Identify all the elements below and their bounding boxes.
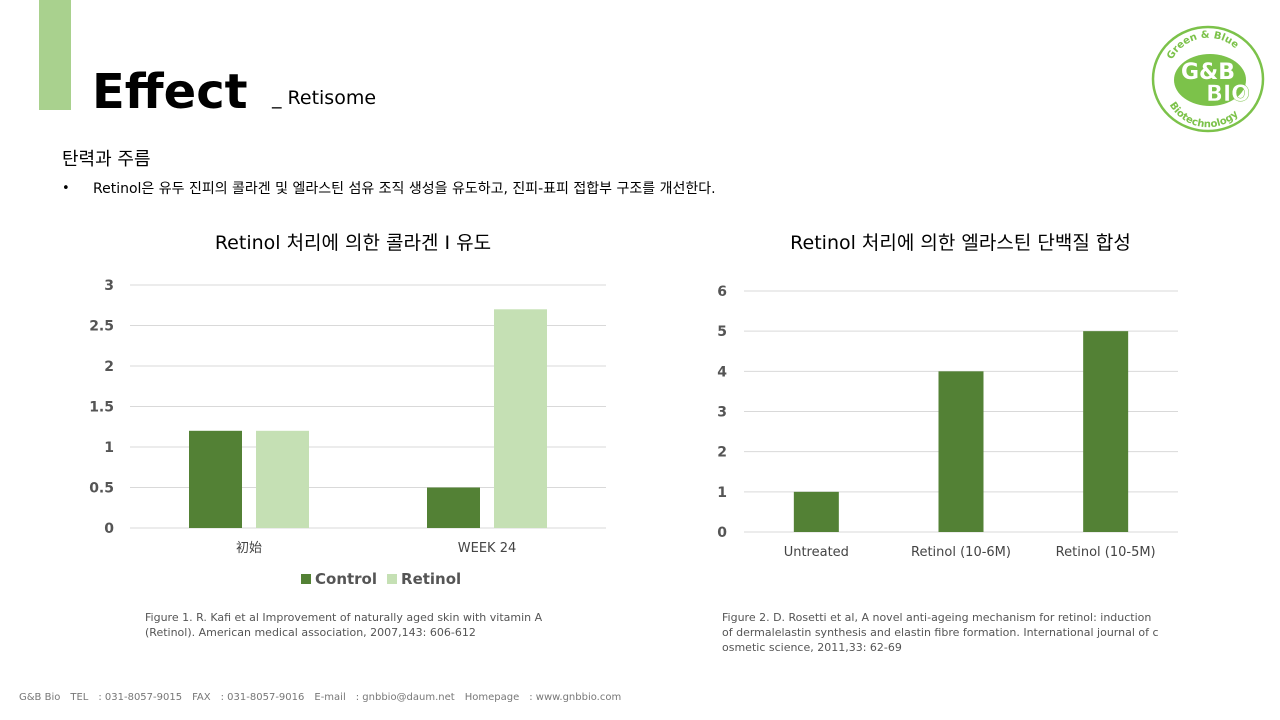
chart1-title: Retinol 처리에 의한 콜라겐 Ⅰ 유도 <box>214 232 492 254</box>
footer-fax: : 031-8057-9016 <box>220 692 305 703</box>
chart1-caption: Figure 1. R. Kafi et al Improvement of n… <box>145 610 542 640</box>
footer-email[interactable]: : gnbbio@daum.net <box>355 692 455 703</box>
accent-bar <box>39 0 71 110</box>
bullet-text: Retinol은 유두 진피의 콜라겐 및 엘라스틴 섬유 조직 생성을 유도하… <box>93 181 716 197</box>
chart1-y-tick-label: 0 <box>104 521 114 537</box>
footer-homepage-label: Homepage <box>464 692 520 703</box>
chart1-y-tick-label: 0.5 <box>89 481 114 497</box>
footer-company: G&B Bio <box>19 692 61 703</box>
footer-tel-label: TEL <box>70 692 89 703</box>
chart1-caption-line: Figure 1. R. Kafi et al Improvement of n… <box>145 611 543 624</box>
section-heading: 탄력과 주름 <box>62 149 151 170</box>
chart1-bar <box>427 487 480 528</box>
chart2-title: Retinol 처리에 의한 엘라스틴 단백질 합성 <box>790 232 1131 254</box>
logo-main-2: BIO <box>1206 82 1250 107</box>
chart1-legend: Control Retinol <box>301 570 471 588</box>
chart2-caption-line: osmetic science, 2011,33: 62-69 <box>722 641 902 654</box>
chart2-y-tick-label: 6 <box>717 284 727 300</box>
chart1-x-tick-label: WEEK 24 <box>458 541 516 556</box>
collagen-chart: 0 0.5 1 1.5 2 2.5 3 初始 WEEK 24 <box>89 278 606 556</box>
chart2-caption-line: Figure 2. D. Rosetti et al, A novel anti… <box>722 611 1152 624</box>
footer-homepage[interactable]: : www.gnbbio.com <box>529 692 622 703</box>
chart1-y-tick-label: 1.5 <box>89 400 114 416</box>
chart1-bar <box>494 309 547 528</box>
bullet-marker: • <box>62 181 70 196</box>
chart1-x-tick-label: 初始 <box>236 541 262 556</box>
elastin-chart: 0 1 2 3 4 5 6 Untreated Retinol (10-6M) Retinol (… <box>717 284 1178 560</box>
chart1-y-tick-label: 2 <box>104 359 114 375</box>
chart2-x-tick-label: Untreated <box>784 545 849 560</box>
chart1-y-tick-label: 3 <box>104 278 114 294</box>
chart2-y-tick-label: 5 <box>717 324 727 340</box>
chart2-y-tick-label: 3 <box>717 405 727 421</box>
footer-email-label: E-mail <box>314 692 346 703</box>
chart2-bar <box>1083 331 1129 532</box>
legend-label-retinol: Retinol <box>401 570 462 588</box>
chart2-caption-line: of dermalelastin synthesis and elastin f… <box>722 626 1159 639</box>
chart2-x-tick-label: Retinol (10-6M) <box>911 545 1011 560</box>
legend-label-control: Control <box>315 570 378 588</box>
page-title: Effect <box>92 64 248 120</box>
chart2-y-tick-label: 1 <box>717 485 727 501</box>
chart1-y-tick-label: 1 <box>104 440 114 456</box>
legend-swatch-retinol <box>387 574 398 584</box>
logo-main-1: G&B <box>1181 60 1235 85</box>
chart2-caption: Figure 2. D. Rosetti et al, A novel anti… <box>722 610 1182 655</box>
chart2-y-tick-label: 2 <box>717 445 727 461</box>
page-subtitle: _ Retisome <box>272 87 377 109</box>
legend-swatch-control <box>301 574 311 584</box>
chart1-caption-line: (Retinol). American medical association,… <box>145 626 476 639</box>
footer-fax-label: FAX <box>192 692 211 703</box>
gnb-bio-logo: Green & Blue G&B BIO Biotechnology <box>1151 25 1265 133</box>
footer: G&B Bio TEL : 031-8057-9015 FAX : 031-8057-9… <box>19 692 631 703</box>
chart1-bar <box>189 430 242 528</box>
chart2-x-tick-label: Retinol (10-5M) <box>1056 545 1156 560</box>
footer-tel: : 031-8057-9015 <box>98 692 183 703</box>
chart2-y-tick-label: 0 <box>717 525 727 541</box>
chart1-y-tick-label: 2.5 <box>89 319 114 335</box>
chart2-y-tick-label: 4 <box>717 364 727 380</box>
chart1-bar <box>256 430 309 528</box>
chart2-bar <box>938 371 984 532</box>
chart2-bar <box>793 491 839 532</box>
